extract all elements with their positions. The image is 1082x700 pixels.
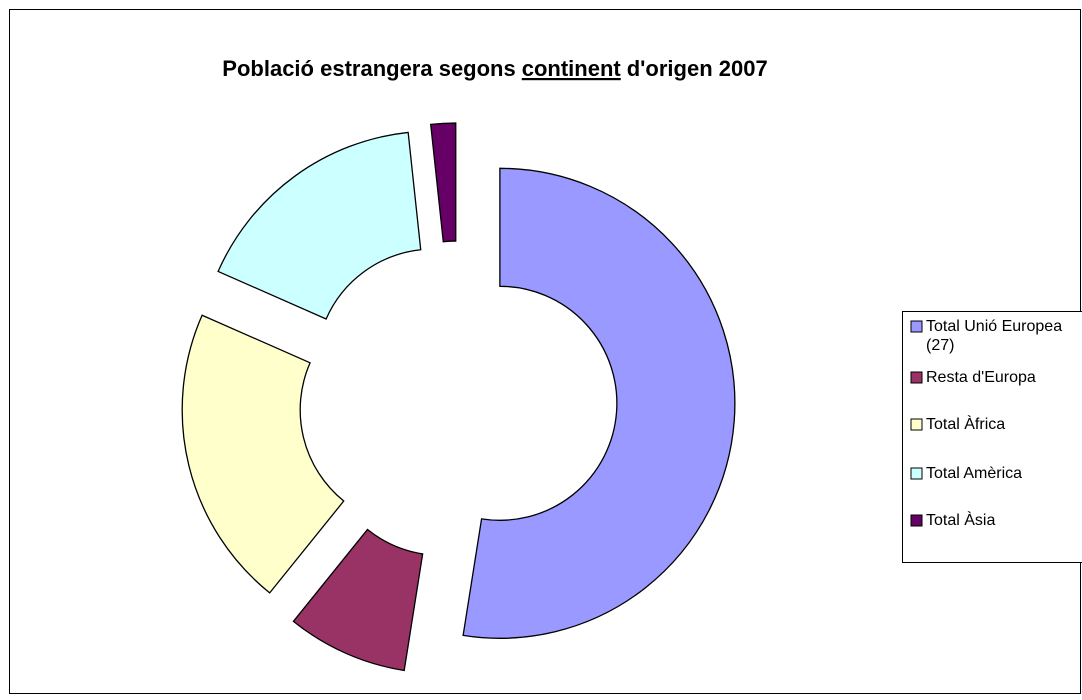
- legend-swatch: [911, 468, 922, 479]
- legend-label: Resta d'Europa: [926, 369, 1036, 386]
- legend-line: (27): [926, 337, 954, 354]
- legend-label: Total Àfrica: [926, 414, 1005, 433]
- legend-swatch: [911, 321, 922, 332]
- title-part: d'origen 2007: [627, 56, 768, 81]
- legend-swatch: [911, 419, 922, 430]
- legend-line: Total Unió Europea: [926, 318, 1062, 335]
- title-part: continent: [522, 56, 622, 81]
- title-part: Població estrangera segons: [222, 56, 515, 81]
- legend-label: Total Àsia: [926, 510, 995, 529]
- legend-swatch: [911, 372, 922, 383]
- legend-label: Total Amèrica: [926, 465, 1022, 482]
- legend-swatch: [911, 515, 922, 526]
